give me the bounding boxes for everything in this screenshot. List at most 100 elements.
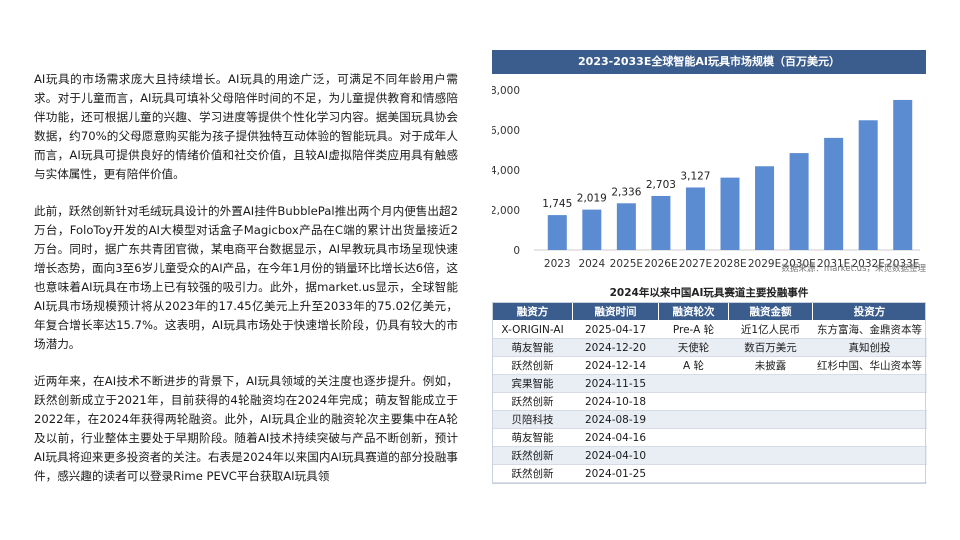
table-cell: 2024-01-25 bbox=[572, 464, 659, 483]
table-cell: 2024-04-16 bbox=[572, 428, 659, 447]
table-cell: 红杉中国、华山资本等 bbox=[812, 356, 927, 375]
paragraph-3: 近两年来，在AI技术不断进步的背景下，AI玩具领域的关注度也逐步提升。例如，跃然… bbox=[34, 374, 458, 483]
table-row: 萌友智能 2024-12-20 天使轮 数百万美元 真知创投 bbox=[492, 338, 927, 357]
article-text: AI玩具的市场需求庞大且持续增长。AI玩具的用途广泛，可满足不同年龄用户需求。对… bbox=[34, 70, 458, 504]
table-cell bbox=[728, 464, 813, 483]
table-cell: 2024-10-18 bbox=[572, 392, 659, 411]
table-cell bbox=[658, 446, 729, 465]
table-row: 跃然创新 2024-12-14 A 轮未披露 红杉中国、华山资本等 bbox=[492, 356, 927, 375]
x-tick-label: 2023 bbox=[544, 258, 571, 270]
x-tick-label: 2024 bbox=[578, 258, 605, 270]
bar-2030E bbox=[789, 153, 809, 250]
y-tick-label: 4,000 bbox=[492, 165, 520, 177]
table-cell: 跃然创新 bbox=[492, 464, 573, 483]
table-cell: 近1亿人民币 bbox=[728, 320, 813, 339]
y-tick-label: 2,000 bbox=[492, 205, 520, 217]
table-cell bbox=[728, 428, 813, 447]
table-cell bbox=[812, 374, 927, 393]
table-cell bbox=[812, 446, 927, 465]
table-row: 跃然创新 2024-04-10 bbox=[492, 446, 927, 465]
bar-2023 bbox=[547, 215, 567, 250]
x-tick-label: 2026E bbox=[644, 258, 677, 270]
x-tick-label: 2030E bbox=[782, 258, 815, 270]
table-cell: 天使轮 bbox=[658, 338, 729, 357]
table-cell bbox=[658, 374, 729, 393]
table-cell: A 轮 bbox=[658, 356, 729, 375]
paragraph-2: 此前，跃然创新针对毛绒玩具设计的外置AI挂件BubblePal推出两个月内便售出… bbox=[34, 204, 458, 351]
chart-title: 2023-2033E全球智能AI玩具市场规模（百万美元） bbox=[492, 50, 926, 74]
market-size-chart: 2023-2033E全球智能AI玩具市场规模（百万美元） 0 2,000 4,000… bbox=[492, 50, 926, 278]
table-cell: 跃然创新 bbox=[492, 356, 573, 375]
x-tick-label: 2027E bbox=[679, 258, 712, 270]
table-cell bbox=[728, 374, 813, 393]
table-header-row: 融资方 融资时间 融资轮次 融资金额 投资方 bbox=[492, 302, 927, 321]
x-tick-label: 2032E bbox=[852, 258, 885, 270]
table-cell: 2024-04-10 bbox=[572, 446, 659, 465]
table-row: 贝陪科技 2024-08-19 bbox=[492, 410, 927, 429]
table-cell: 2024-12-20 bbox=[572, 338, 659, 357]
table-cell: 跃然创新 bbox=[492, 392, 573, 411]
header-cell: 融资轮次 bbox=[658, 302, 729, 321]
x-tick-label: 2031E bbox=[817, 258, 850, 270]
table-cell: X-ORIGIN-AI bbox=[492, 320, 573, 339]
bar-2025E bbox=[616, 203, 636, 250]
bar-2027E bbox=[685, 187, 705, 250]
bar-2028E bbox=[720, 177, 740, 250]
table-cell bbox=[658, 410, 729, 429]
table-row: X-ORIGIN-AI 2025-04-17 Pre-A 轮近1亿人民币 东方富海、金… bbox=[492, 320, 927, 339]
x-tick-label: 2033E bbox=[886, 258, 919, 270]
table-cell: 萌友智能 bbox=[492, 428, 573, 447]
table-cell bbox=[728, 392, 813, 411]
header-cell: 投资方 bbox=[812, 302, 927, 321]
x-tick-label: 2029E bbox=[748, 258, 781, 270]
data-label: 2,336 bbox=[611, 186, 641, 198]
bar-2024 bbox=[582, 209, 602, 250]
table-cell: 宾果智能 bbox=[492, 374, 573, 393]
table-cell: 2024-12-14 bbox=[572, 356, 659, 375]
bar-2033E bbox=[893, 99, 913, 251]
table-title: 2024年以来中国AI玩具赛道主要投融事件 bbox=[609, 287, 809, 299]
table-cell bbox=[658, 464, 729, 483]
paragraph-1: AI玩具的市场需求庞大且持续增长。AI玩具的用途广泛，可满足不同年龄用户需求。对… bbox=[34, 72, 458, 181]
y-tick-label: 6,000 bbox=[492, 125, 520, 137]
table-cell bbox=[812, 428, 927, 447]
data-label: 2,703 bbox=[646, 179, 676, 191]
table-cell bbox=[812, 392, 927, 411]
x-tick-label: 2028E bbox=[713, 258, 746, 270]
table-cell bbox=[812, 410, 927, 429]
y-tick-label: 0 bbox=[513, 245, 520, 257]
table-row: 跃然创新 2024-10-18 bbox=[492, 392, 927, 411]
chart-plot: 0 2,000 4,000 6,000 8,000 2023 1,745 2024 2,019 2… bbox=[492, 85, 920, 270]
bar-2029E bbox=[755, 166, 775, 250]
table-cell: 东方富海、金鼎资本等 bbox=[812, 320, 927, 339]
table-cell bbox=[728, 446, 813, 465]
header-cell: 融资方 bbox=[492, 302, 573, 321]
header-cell: 融资时间 bbox=[572, 302, 659, 321]
bar-2032E bbox=[858, 120, 878, 250]
table-cell: 跃然创新 bbox=[492, 446, 573, 465]
table-cell bbox=[812, 464, 927, 483]
investment-events-table: 融资方 融资时间 融资轮次 融资金额 投资方 X-ORIGIN-AI 2025-0… bbox=[492, 302, 927, 483]
table-row: 萌友智能 2024-04-16 bbox=[492, 428, 927, 447]
table-cell: 数百万美元 bbox=[728, 338, 813, 357]
data-source: 数据来源：market.us，来觅数据整理 bbox=[781, 264, 926, 274]
table-cell: 贝陪科技 bbox=[492, 410, 573, 429]
header-cell: 融资金额 bbox=[728, 302, 813, 321]
data-label: 1,745 bbox=[542, 198, 572, 210]
table-cell: 萌友智能 bbox=[492, 338, 573, 357]
table-cell: 真知创投 bbox=[812, 338, 927, 357]
data-label: 3,127 bbox=[680, 170, 710, 182]
table-cell bbox=[658, 392, 729, 411]
table-cell bbox=[728, 410, 813, 429]
y-tick-label: 8,000 bbox=[492, 85, 520, 97]
bar-2031E bbox=[824, 137, 844, 250]
table-row: 跃然创新 2024-01-25 bbox=[492, 464, 927, 483]
bar-2026E bbox=[651, 195, 671, 250]
data-label: 2,019 bbox=[577, 193, 607, 205]
table-cell: 2024-08-19 bbox=[572, 410, 659, 429]
table-cell: 2025-04-17 bbox=[572, 320, 659, 339]
table-cell: Pre-A 轮 bbox=[658, 320, 729, 339]
x-tick-label: 2025E bbox=[610, 258, 643, 270]
table-row: 宾果智能 2024-11-15 bbox=[492, 374, 927, 393]
table-cell bbox=[658, 428, 729, 447]
